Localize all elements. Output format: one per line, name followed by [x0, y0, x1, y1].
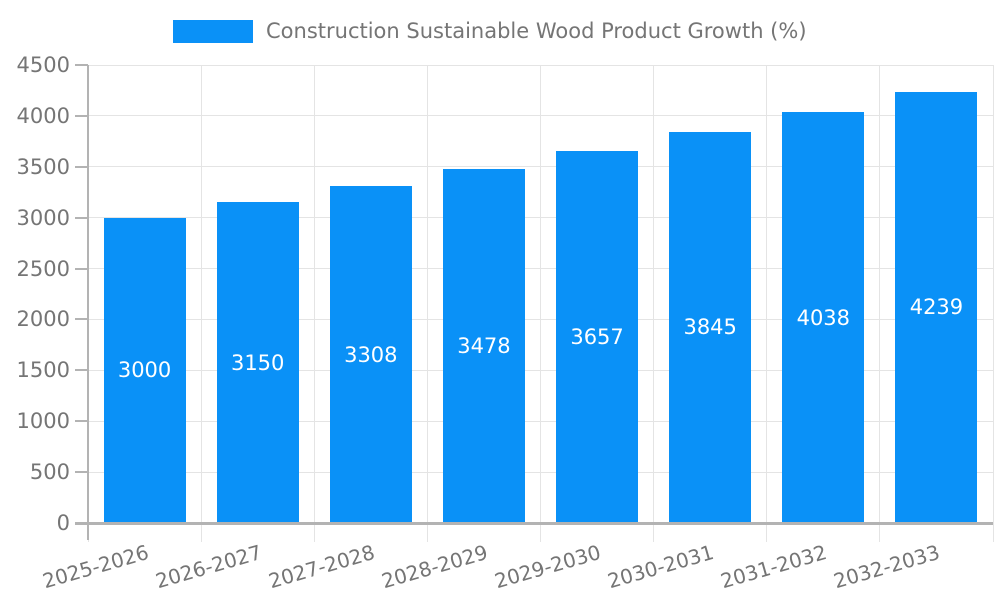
bar-value-label: 3845 — [683, 315, 737, 340]
bar-value-label: 3000 — [117, 358, 172, 383]
y-tick-mark — [75, 267, 88, 270]
y-tick-label: 0 — [56, 511, 70, 535]
x-gridline — [313, 65, 315, 542]
y-tick-label: 1500 — [16, 358, 70, 383]
y-tick-label: 4000 — [16, 103, 70, 128]
bar[interactable] — [329, 186, 412, 523]
y-tick-label: 1000 — [16, 409, 70, 434]
legend-label: Construction Sustainable Wood Product Gr… — [266, 19, 807, 43]
y-tick-label: 3000 — [16, 205, 70, 230]
x-gridline — [879, 65, 881, 542]
x-gridline — [766, 65, 768, 542]
x-gridline — [200, 65, 202, 542]
y-tick-mark — [75, 114, 88, 117]
bar[interactable] — [895, 91, 978, 523]
y-tick-label: 2000 — [16, 307, 70, 332]
y-tick-mark — [75, 369, 88, 372]
bar[interactable] — [556, 150, 639, 523]
bar-value-label: 3478 — [457, 334, 511, 358]
x-gridline — [992, 65, 994, 542]
legend-swatch — [173, 20, 253, 43]
y-tick-mark — [75, 318, 88, 321]
bar-value-label: 3308 — [344, 342, 398, 367]
bar-value-label: 3150 — [230, 350, 285, 375]
x-gridline — [653, 65, 655, 542]
y-tick-mark — [75, 471, 88, 474]
bar[interactable] — [103, 217, 186, 523]
y-tick-label: 3500 — [16, 154, 70, 179]
y-tick-label: 500 — [29, 460, 70, 485]
bar-value-label: 4239 — [909, 295, 964, 320]
y-axis-line — [87, 65, 89, 540]
bar[interactable] — [216, 202, 299, 523]
x-gridline — [426, 65, 428, 542]
y-tick-label: 2500 — [16, 256, 70, 281]
y-tick-mark — [75, 420, 88, 423]
y-tick-mark — [75, 165, 88, 168]
y-tick-label: 4500 — [16, 53, 70, 77]
bar[interactable] — [669, 131, 752, 523]
bar-value-label: 3657 — [570, 324, 624, 349]
x-gridline — [540, 65, 541, 542]
bar-value-label: 4038 — [796, 305, 851, 330]
bar[interactable] — [442, 169, 525, 523]
x-axis-line — [75, 522, 993, 525]
legend[interactable]: Construction Sustainable Wood Product Gr… — [173, 20, 807, 43]
bar[interactable] — [782, 112, 865, 523]
y-tick-mark — [75, 64, 88, 66]
y-tick-mark — [75, 216, 88, 219]
